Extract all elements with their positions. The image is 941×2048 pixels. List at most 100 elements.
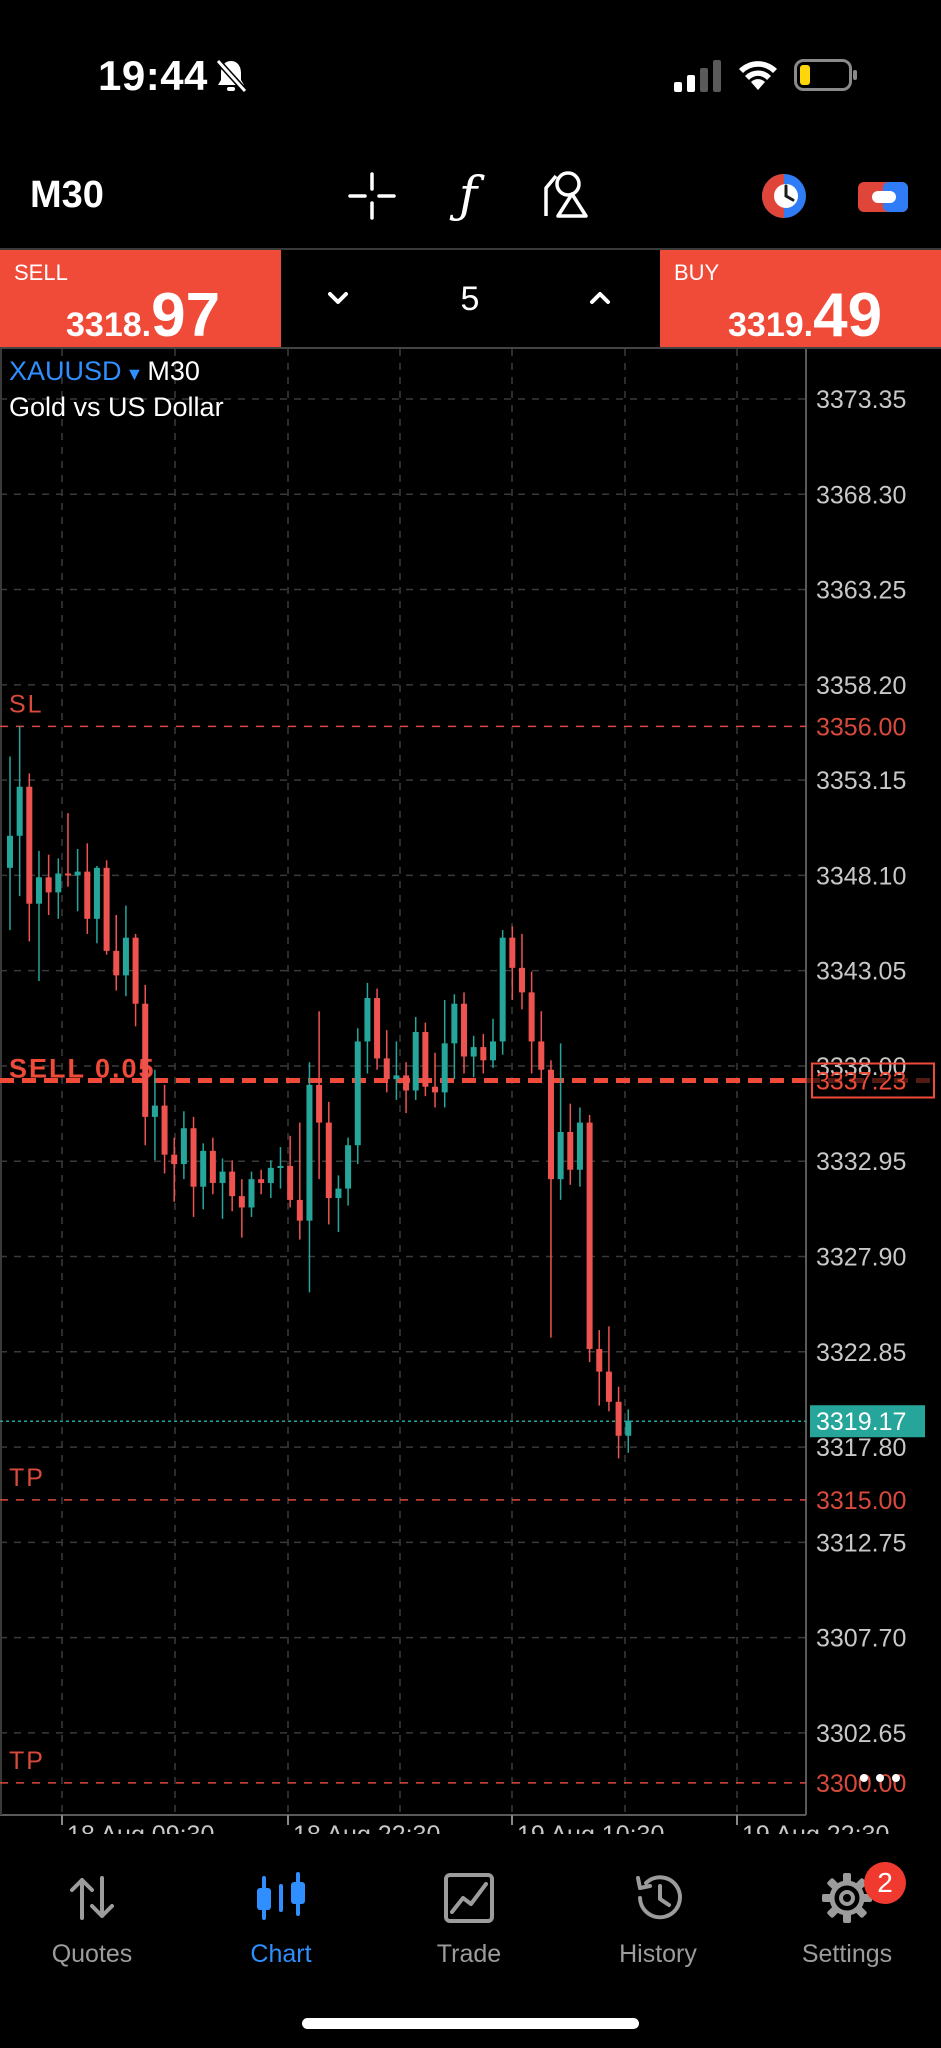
y-tick-label: 3353.15 xyxy=(816,767,906,795)
candle-body xyxy=(345,1145,352,1189)
chevron-up-icon[interactable] xyxy=(574,278,626,318)
current-price-box xyxy=(810,1405,925,1438)
toolbar-divider xyxy=(0,248,941,250)
y-tick-label: 3312.75 xyxy=(816,1529,906,1557)
candle-body xyxy=(518,967,525,993)
panel-divider xyxy=(0,347,941,349)
x-tick-label: 19 Aug 22:30 xyxy=(742,1821,889,1834)
candle-body xyxy=(567,1131,574,1170)
candle-body xyxy=(35,877,42,904)
indicators-icon[interactable]: ƒ xyxy=(458,166,478,224)
candle-body xyxy=(625,1420,632,1436)
level-price-label: 3300.00 xyxy=(816,1770,906,1798)
candle-body xyxy=(490,1041,496,1061)
buy-label: BUY xyxy=(674,260,720,285)
crosshair-icon[interactable] xyxy=(348,172,396,220)
history-clock-icon xyxy=(636,1875,682,1920)
y-tick-label: 3338.00 xyxy=(816,1053,906,1081)
tab-trade[interactable]: Trade xyxy=(394,1870,544,1969)
status-time: 19:44 xyxy=(98,52,208,99)
candle-body xyxy=(200,1150,207,1187)
candle-body xyxy=(615,1401,622,1436)
objects-icon[interactable] xyxy=(542,168,590,220)
trade-chart-icon xyxy=(444,1873,494,1923)
sell-label: SELL xyxy=(14,260,68,285)
y-tick-label: 3348.10 xyxy=(816,862,906,890)
y-tick-label: 3327.90 xyxy=(816,1244,906,1272)
candle-body xyxy=(93,867,100,919)
candle-body xyxy=(16,786,23,836)
candle-body xyxy=(586,1122,593,1349)
tab-trade-label: Trade xyxy=(436,1940,502,1968)
x-tick-label: 18 Aug 09:30 xyxy=(67,1821,214,1834)
dropdown-triangle-icon: ▼ xyxy=(125,364,144,384)
candle-body xyxy=(55,873,62,893)
candle-body xyxy=(161,1105,168,1155)
candle-body xyxy=(190,1128,197,1187)
level-label: TP xyxy=(9,1747,45,1775)
cellular-signal-icon xyxy=(674,60,721,92)
candle-body xyxy=(557,1131,564,1180)
candle-body xyxy=(393,1075,400,1080)
candle-body xyxy=(538,1041,545,1070)
candle-body xyxy=(287,1165,294,1200)
battery-low-icon xyxy=(794,59,857,91)
candle-body xyxy=(248,1179,255,1208)
candle-body xyxy=(335,1188,342,1199)
tab-quotes[interactable]: Quotes xyxy=(17,1870,167,1969)
candle-body xyxy=(26,786,33,904)
level-price-label: 3356.00 xyxy=(816,713,906,741)
quotes-arrows-icon xyxy=(70,1876,114,1920)
candle-body xyxy=(461,1003,468,1057)
buy-price-main: 3319. xyxy=(728,306,814,344)
candle-body xyxy=(180,1128,187,1165)
y-tick-label: 3302.65 xyxy=(816,1720,906,1748)
candle-body xyxy=(596,1348,603,1372)
candle-body xyxy=(296,1199,303,1221)
candle-body xyxy=(316,1084,323,1123)
home-indicator[interactable] xyxy=(302,2018,639,2029)
symbol-code[interactable]: XAUUSD xyxy=(9,356,122,386)
candle-body xyxy=(528,992,535,1042)
candle-body xyxy=(64,873,71,876)
candle-body xyxy=(441,1043,448,1093)
candle-body xyxy=(171,1154,178,1165)
x-tick-label: 19 Aug 10:30 xyxy=(517,1821,664,1834)
tab-history[interactable]: History xyxy=(583,1870,733,1969)
sell-price-main: 3318. xyxy=(66,306,152,344)
candle-body xyxy=(229,1171,236,1197)
settings-badge: 2 xyxy=(864,1862,906,1904)
candle-body xyxy=(470,1047,477,1057)
x-tick-label: 18 Aug 22:30 xyxy=(293,1821,440,1834)
chevron-down-icon[interactable] xyxy=(312,278,364,318)
candle-body xyxy=(432,1086,439,1093)
candle-body xyxy=(209,1150,216,1183)
sell-button[interactable]: SELL 3318.97 xyxy=(0,250,281,350)
tab-chart[interactable]: Chart xyxy=(206,1870,356,1969)
candle-body xyxy=(142,1003,149,1117)
chart-symbol[interactable]: XAUUSD ▼ M30 xyxy=(9,356,200,387)
candle-body xyxy=(325,1122,332,1199)
candle-body xyxy=(267,1167,274,1183)
tab-quotes-label: Quotes xyxy=(51,1940,133,1968)
timeframe-button[interactable]: M30 xyxy=(30,174,104,216)
candle-body xyxy=(451,1003,458,1044)
order-price-box xyxy=(811,1062,935,1099)
one-click-trading-icon[interactable] xyxy=(760,172,808,220)
candlestick-icon xyxy=(257,1872,305,1920)
y-tick-label: 3317.80 xyxy=(816,1434,906,1462)
buy-button[interactable]: BUY 3319.49 xyxy=(660,250,941,350)
symbol-description: Gold vs US Dollar xyxy=(9,392,224,422)
y-tick-label: 3322.85 xyxy=(816,1339,906,1367)
volume-value[interactable]: 5 xyxy=(460,280,480,318)
price-chart[interactable]: 3373.35 3368.30 3363.25 3358.20 3353.15 3348.… xyxy=(0,349,941,1834)
y-tick-label: 3368.30 xyxy=(816,481,906,509)
level-price-label: 3337.23 xyxy=(816,1067,906,1095)
y-tick-label: 3373.35 xyxy=(816,386,906,414)
buy-price: 3319.49 xyxy=(728,280,882,351)
symbol-timeframe: M30 xyxy=(147,356,200,386)
more-dots-icon xyxy=(892,1774,900,1782)
status-bar: 19:44 xyxy=(0,0,941,150)
account-icon[interactable] xyxy=(858,178,908,216)
candle-body xyxy=(151,1105,158,1117)
